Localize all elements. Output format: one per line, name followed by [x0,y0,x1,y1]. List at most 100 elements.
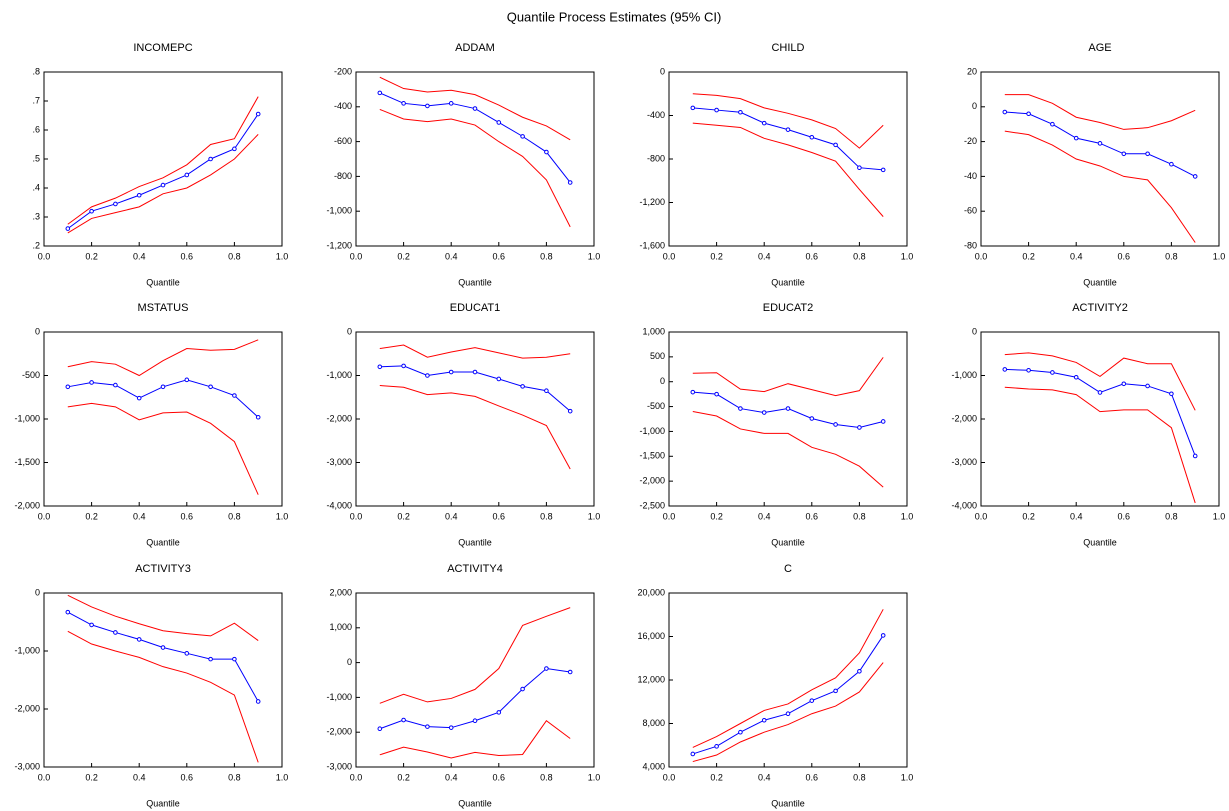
point-marker [809,134,815,140]
point-marker [1121,151,1127,157]
y-tick-label: -3,000 [14,761,40,771]
series-line [1004,368,1196,457]
series-line [1004,386,1196,504]
point-marker [448,725,454,730]
x-tick-label: 0.4 [758,251,771,261]
point-marker [1145,151,1150,157]
x-tick-label: 0.8 [1165,251,1178,261]
series-line [67,134,259,234]
x-tick-label: 1.0 [276,251,289,261]
point-marker [714,107,719,113]
point-marker [761,120,767,126]
y-tick-label: -1,000 [326,370,352,380]
y-tick-label: .7 [32,95,40,105]
y-tick-label: -1,000 [639,426,665,436]
x-tick-label: 0.4 [445,772,458,782]
x-tick-label: 0.8 [228,772,241,782]
point-marker [785,406,791,411]
series-line [67,402,259,495]
y-tick-label: -500 [647,401,665,411]
series-line [67,339,259,377]
x-tick-label: 0.4 [445,251,458,261]
x-axis-label: Quantile [1083,537,1117,547]
x-tick-label: 0.6 [1118,511,1131,521]
x-tick-label: 0.8 [1165,511,1178,521]
plot-frame [980,331,1220,507]
x-axis-label: Quantile [458,798,492,808]
point-marker [113,382,118,388]
x-tick-label: 0.8 [228,251,241,261]
point-marker [857,669,862,674]
y-tick-label: 2,000 [329,587,352,597]
point-marker [255,699,261,704]
x-tick-label: 0.2 [710,511,723,521]
point-marker [448,369,454,375]
plot-frame [668,331,908,507]
x-tick-label: 0.2 [85,772,98,782]
point-marker [1026,367,1031,373]
point-marker [89,622,94,628]
point-marker [880,633,886,638]
x-tick-label: 0.0 [975,511,988,521]
y-tick-label: 0 [35,326,40,336]
y-tick-label: -800 [647,153,665,163]
panel-title: ACTIVITY2 [1072,302,1128,314]
point-marker [184,377,190,383]
x-tick-label: 1.0 [901,251,914,261]
x-axis-label: Quantile [458,537,492,547]
x-tick-label: 0.2 [1022,511,1035,521]
figure-title: Quantile Process Estimates (95% CI) [507,9,722,24]
y-tick-label: 0 [347,326,352,336]
y-tick-label: -2,000 [14,500,40,510]
x-axis-label: Quantile [771,537,805,547]
series-line [692,357,884,397]
y-tick-label: -1,200 [639,197,665,207]
y-tick-label: 500 [650,351,665,361]
x-tick-label: 1.0 [588,772,601,782]
point-marker [160,645,166,650]
x-tick-label: 1.0 [1213,251,1226,261]
y-tick-label: -1,000 [14,645,40,655]
y-tick-label: -2,000 [639,476,665,486]
x-tick-label: 0.6 [493,772,506,782]
x-tick-label: 0.2 [85,511,98,521]
point-marker [184,651,190,656]
x-tick-label: 0.8 [540,772,553,782]
x-tick-label: 0.4 [1070,251,1083,261]
point-marker [1192,174,1198,179]
x-tick-label: 0.6 [806,251,819,261]
series-line [379,76,571,141]
x-tick-label: 0.4 [445,511,458,521]
point-marker [809,698,815,703]
point-marker [401,717,406,723]
y-tick-label: -1,200 [326,240,352,250]
point-marker [880,167,886,173]
y-tick-label: -400 [647,110,665,120]
x-tick-label: 0.0 [663,251,676,261]
x-axis-label: Quantile [771,277,805,287]
y-tick-label: 0 [347,657,352,667]
point-marker [761,717,767,723]
x-tick-label: 0.8 [853,511,866,521]
x-tick-label: 1.0 [1213,511,1226,521]
panel-title: C [784,563,792,575]
point-marker [1073,135,1079,141]
x-axis-label: Quantile [146,537,180,547]
point-marker [1002,109,1008,115]
y-tick-label: 20,000 [637,587,665,597]
x-tick-label: 1.0 [276,511,289,521]
point-marker [136,192,142,198]
x-tick-label: 0.2 [710,772,723,782]
x-tick-label: 0.8 [540,251,553,261]
point-marker [714,744,719,749]
point-marker [1050,370,1055,375]
y-tick-label: 16,000 [637,631,665,641]
point-marker [833,142,838,148]
point-marker [255,414,261,420]
series-line [1004,130,1196,243]
series-line [379,607,571,704]
point-marker [544,388,549,394]
point-marker [520,384,525,389]
y-tick-label: -800 [334,171,352,181]
y-tick-label: .3 [32,211,40,221]
